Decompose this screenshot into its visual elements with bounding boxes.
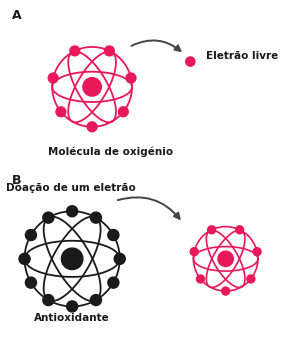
Text: Molécula de oxigénio: Molécula de oxigénio <box>48 147 173 157</box>
Text: B: B <box>12 174 22 188</box>
Ellipse shape <box>43 295 54 306</box>
Ellipse shape <box>19 253 30 264</box>
Ellipse shape <box>208 226 216 234</box>
Ellipse shape <box>108 277 119 288</box>
Ellipse shape <box>126 73 136 83</box>
Ellipse shape <box>114 253 125 264</box>
Ellipse shape <box>70 46 80 56</box>
Ellipse shape <box>108 230 119 241</box>
Text: Doação de um eletrão: Doação de um eletrão <box>6 183 136 193</box>
Ellipse shape <box>196 275 204 283</box>
Ellipse shape <box>91 212 101 223</box>
Ellipse shape <box>43 212 54 223</box>
Ellipse shape <box>186 57 195 66</box>
Ellipse shape <box>119 107 128 117</box>
Ellipse shape <box>25 277 37 288</box>
Ellipse shape <box>67 206 78 217</box>
Ellipse shape <box>253 248 261 256</box>
Ellipse shape <box>104 46 114 56</box>
Ellipse shape <box>190 248 198 256</box>
Text: Eletrão livre: Eletrão livre <box>206 51 278 61</box>
Ellipse shape <box>61 248 83 270</box>
Ellipse shape <box>25 230 37 241</box>
Ellipse shape <box>91 295 101 306</box>
Ellipse shape <box>87 122 97 132</box>
Ellipse shape <box>247 275 255 283</box>
Ellipse shape <box>67 301 78 312</box>
Ellipse shape <box>222 287 230 295</box>
Text: A: A <box>12 9 22 22</box>
Ellipse shape <box>83 78 101 96</box>
Ellipse shape <box>236 226 244 234</box>
Ellipse shape <box>218 251 233 266</box>
Ellipse shape <box>56 107 66 117</box>
Ellipse shape <box>48 73 58 83</box>
Text: Antioxidante: Antioxidante <box>34 313 110 323</box>
